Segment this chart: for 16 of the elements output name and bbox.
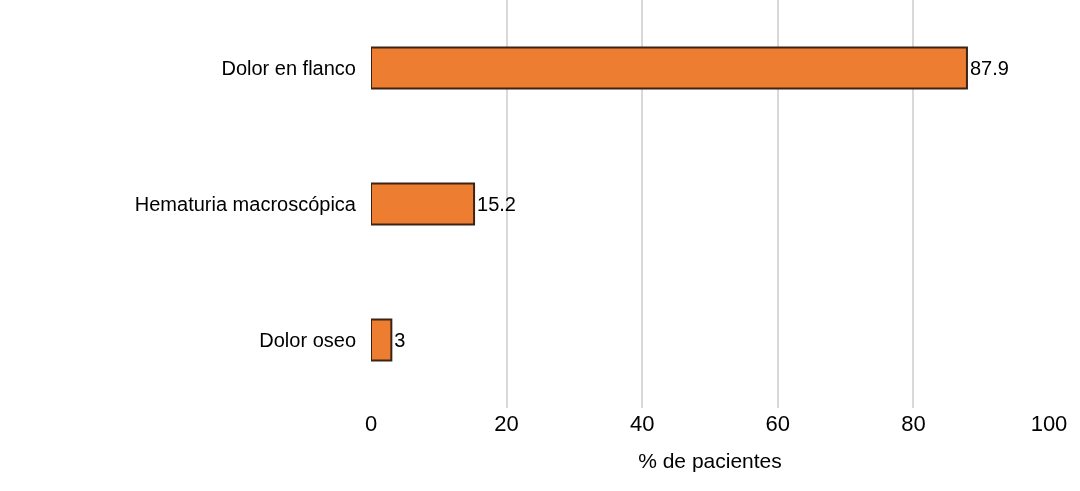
bar [371,46,968,90]
x-axis-title: % de pacientes [638,449,782,473]
y-tick-label: Hematuria macroscópica [134,193,357,215]
x-tick-label: 80 [901,411,926,436]
x-tick-label: 40 [629,411,655,436]
bar [371,318,393,362]
data-label: 3 [394,329,406,351]
x-tick-label: 0 [364,411,378,436]
bar [371,182,476,226]
x-tick-label: 60 [765,411,791,436]
y-tick-label: Dolor en flanco [221,57,356,79]
x-tick-label: 20 [494,411,519,436]
data-label: 87.9 [969,57,1009,79]
data-label: 15.2 [477,193,516,215]
x-tick-label: 100 [1030,411,1068,436]
y-tick-label: Dolor oseo [259,329,356,351]
